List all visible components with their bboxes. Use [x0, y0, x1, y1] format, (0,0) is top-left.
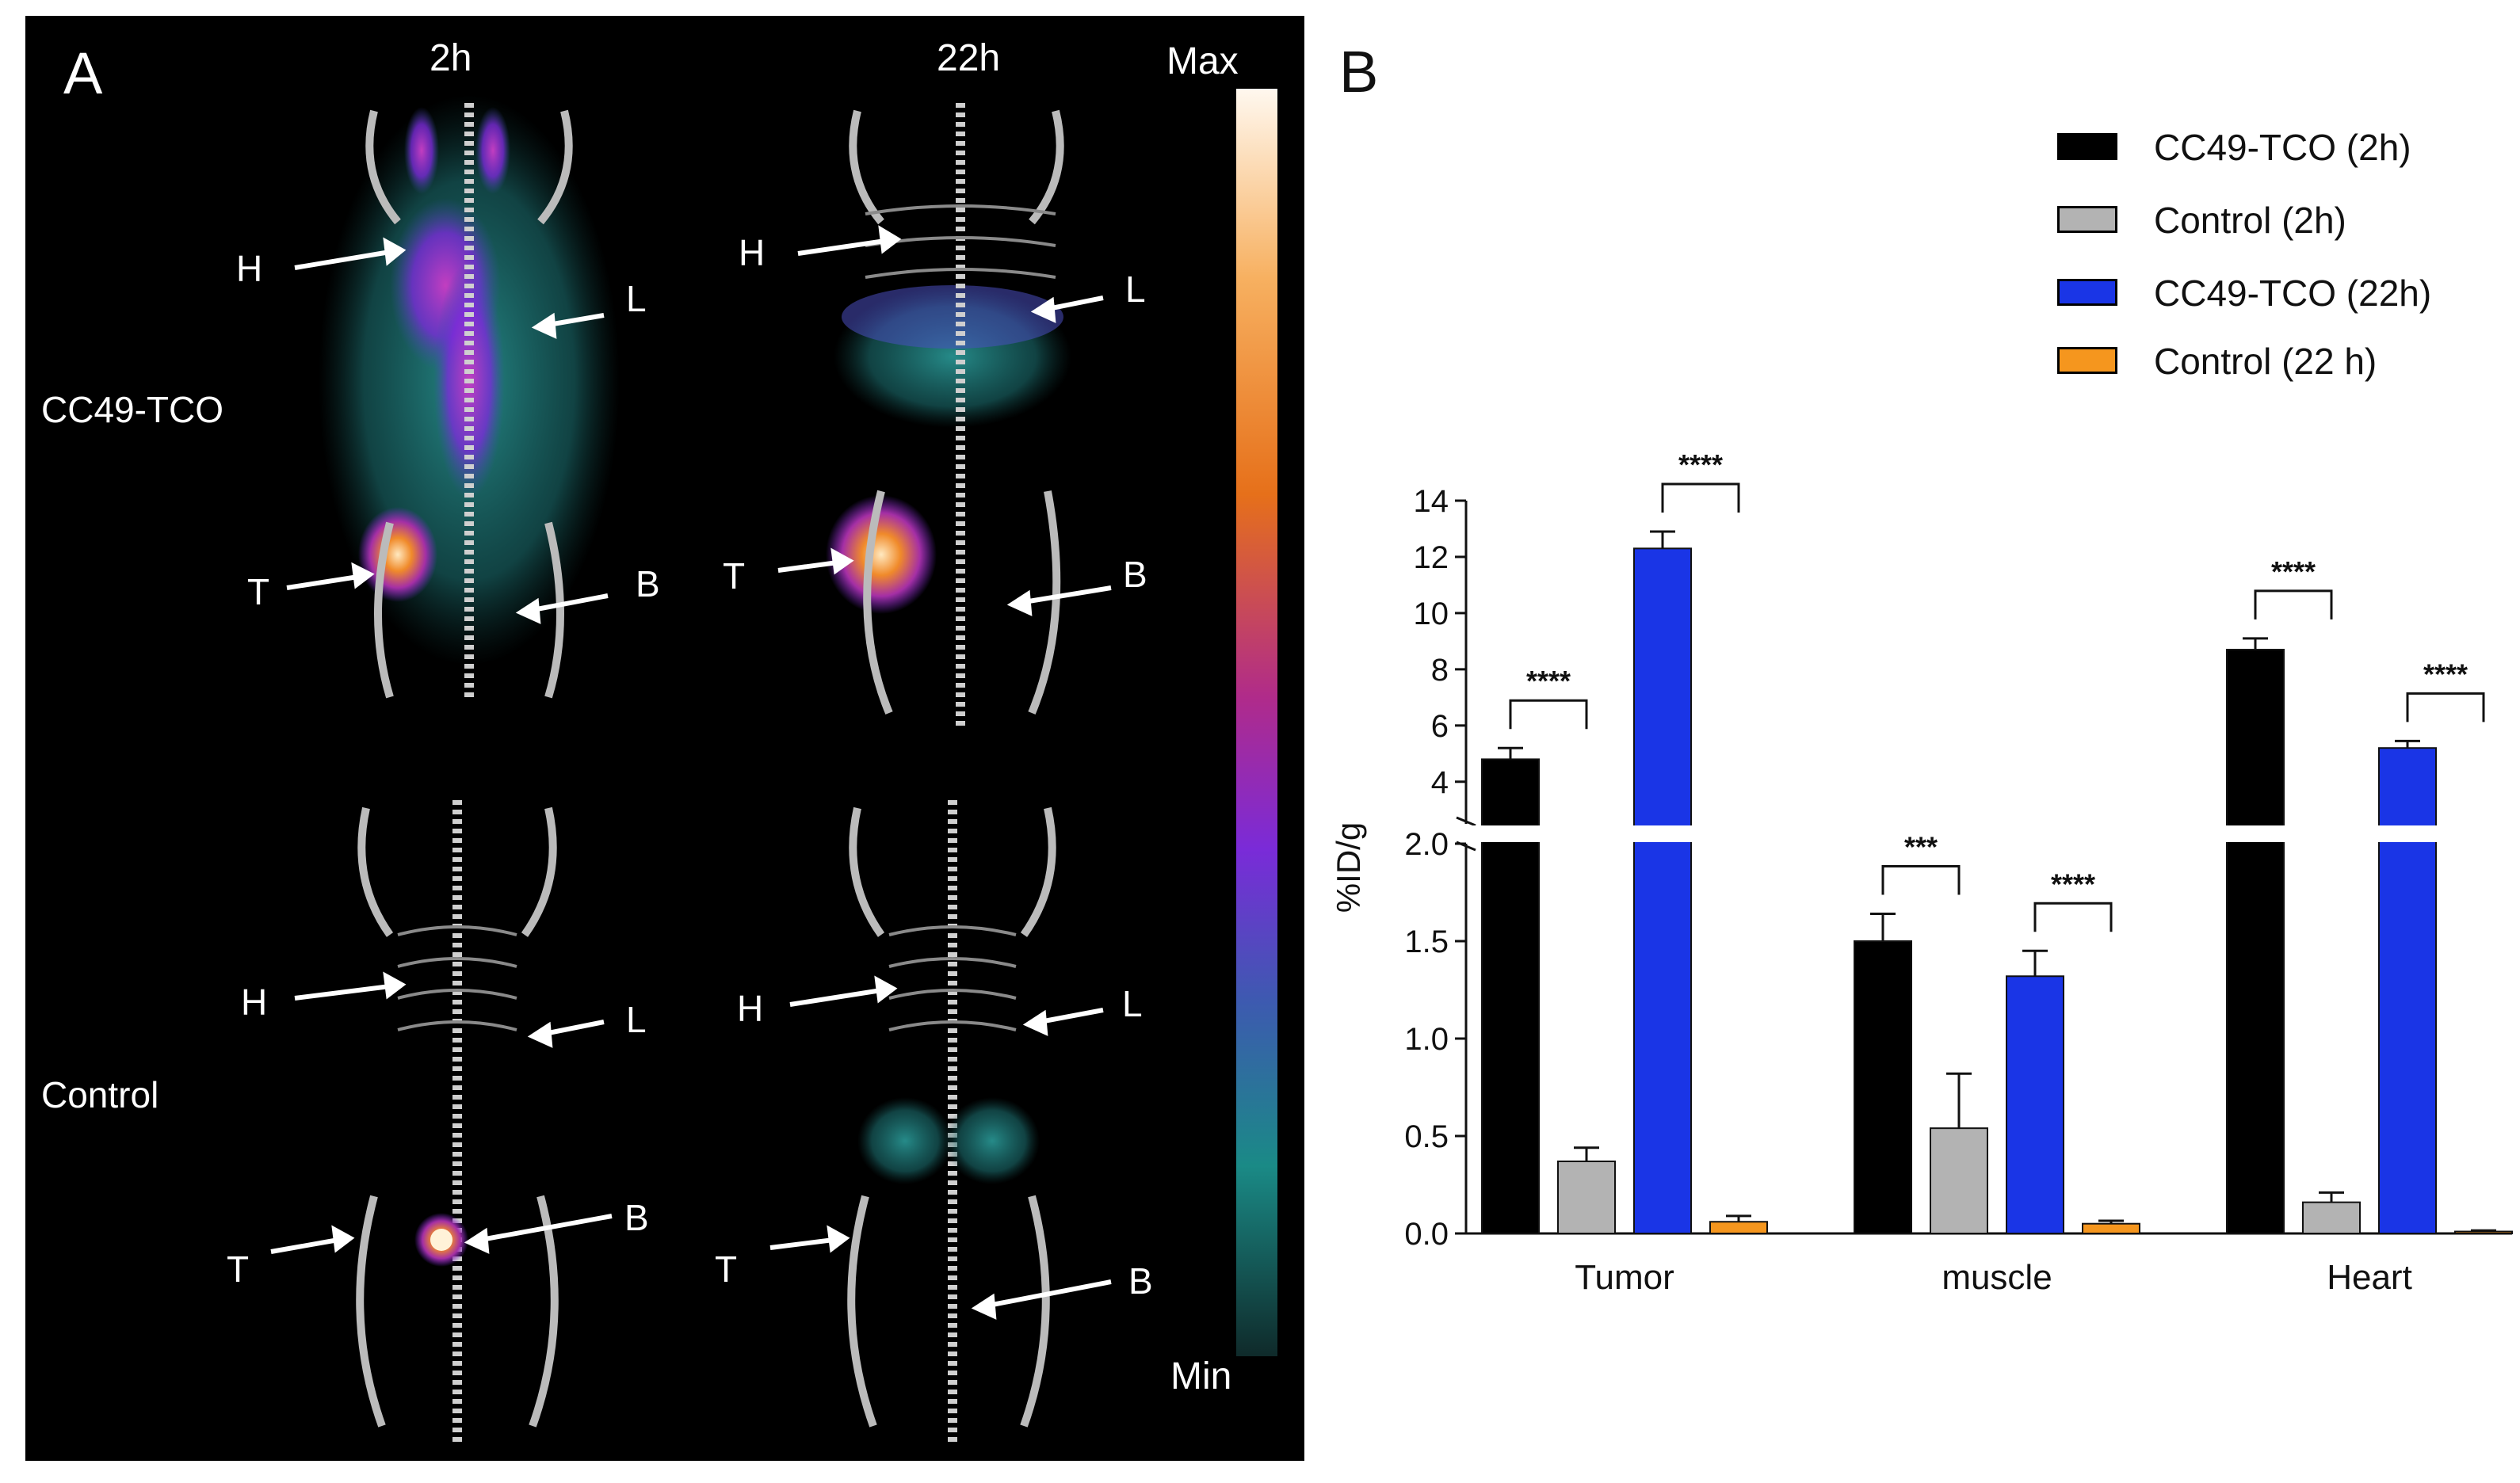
y-axis-label: %ID/g: [1330, 822, 1367, 913]
intensity-scale-bar: [1236, 89, 1277, 1356]
y-tick-label: 14: [1414, 484, 1449, 519]
significance-bracket: [2033, 902, 2113, 932]
arrow-label-h: H: [739, 232, 766, 273]
panel-a-letter: A: [63, 40, 103, 106]
bar: [1557, 1160, 1616, 1234]
column-label-22h: 22h: [937, 37, 1001, 79]
y-tick-label: 6: [1431, 709, 1449, 744]
y-tick-label: 1.5: [1404, 924, 1449, 959]
bar: [2006, 975, 2064, 1235]
imaging-canvas: [270, 89, 1277, 1442]
column-label-2h: 2h: [430, 37, 472, 79]
bar: [2302, 1201, 2361, 1235]
significance-label: ***: [1904, 831, 1938, 863]
arrow-label-h: H: [236, 248, 263, 289]
arrow-label-l: L: [626, 999, 647, 1040]
bar: [2226, 649, 2285, 1234]
significance-label: ****: [2051, 867, 2095, 900]
significance-bracket: [1661, 482, 1740, 513]
scale-max-label: Max: [1166, 40, 1239, 82]
arrow-label-t: T: [715, 1249, 738, 1290]
significance-label: ****: [2271, 555, 2316, 588]
y-tick-label: 2.0: [1404, 827, 1449, 862]
y-tick-label: 8: [1431, 653, 1449, 688]
legend-swatch: [2057, 279, 2117, 306]
bar: [2082, 1222, 2140, 1234]
significance-label: ****: [1526, 665, 1571, 697]
row-label-control: Control: [41, 1074, 159, 1115]
panel-b-letter: B: [1339, 39, 1379, 105]
annotation-arrows: [270, 225, 1112, 1320]
legend-swatch: [2057, 206, 2117, 233]
mouse-control-22h: [847, 800, 1056, 1442]
y-tick-label: 0.0: [1404, 1217, 1449, 1252]
legend-label: Control (22 h): [2154, 341, 2377, 382]
axis-break-gap: [1469, 825, 2515, 842]
panel-b-chart: B CC49-TCO (2h) Control (2h) CC49-TCO (2…: [1315, 0, 2520, 1483]
significance-label: ****: [2423, 658, 2468, 690]
significance-bracket: [1881, 865, 1961, 895]
mouse-control-2h: [356, 800, 559, 1442]
bar: [2378, 747, 2437, 1234]
legend-label: CC49-TCO (22h): [2154, 273, 2432, 314]
arrow-label-l: L: [1125, 269, 1146, 310]
bar-chart-svg: 0.0 0.5 1.0 1.5 2.0 4 6 8 10 12 14 %ID/g Tumor muscle…: [1330, 448, 2515, 1297]
significance-bracket: [2254, 589, 2333, 620]
axis-break-mark: [1456, 816, 1476, 827]
significance-bracket: [1509, 699, 1588, 730]
legend-swatch: [2057, 133, 2117, 160]
arrow-label-t: T: [227, 1249, 250, 1290]
mouse-cc49-2h: [319, 95, 620, 699]
arrow-label-t: T: [723, 555, 746, 597]
significance-label: ****: [1678, 448, 1723, 481]
x-tick-label: Tumor: [1575, 1258, 1674, 1297]
y-tick-label: 10: [1414, 597, 1449, 631]
bar: [1930, 1127, 1988, 1235]
mouse-cc49-22h: [826, 103, 1071, 729]
arrow-label-b: B: [1123, 554, 1147, 595]
scale-min-label: Min: [1170, 1355, 1232, 1397]
row-label-cc49: CC49-TCO: [41, 389, 224, 430]
bar: [1633, 547, 1692, 1234]
y-tick-label: 4: [1431, 765, 1449, 800]
arrow-label-t: T: [247, 571, 270, 612]
bar: [1709, 1221, 1768, 1234]
arrow-label-b: B: [624, 1197, 649, 1238]
arrow-label-l: L: [626, 278, 647, 319]
y-tick-label: 0.5: [1404, 1119, 1449, 1154]
panel-a-imaging: A 2h 22h Max Min CC49-TCO Control H L T …: [25, 16, 1304, 1461]
arrow-label-b: B: [636, 563, 660, 604]
x-tick-label: Heart: [2327, 1258, 2412, 1297]
legend-swatch: [2057, 347, 2117, 374]
x-tick-label: muscle: [1942, 1258, 2052, 1297]
significance-bracket: [2406, 692, 2485, 722]
legend-label: CC49-TCO (2h): [2154, 127, 2411, 168]
legend-label: Control (2h): [2154, 200, 2346, 241]
arrow-label-b: B: [1128, 1260, 1153, 1302]
y-tick-label: 12: [1414, 540, 1449, 575]
arrow-label-h: H: [737, 988, 764, 1029]
arrow-label-l: L: [1122, 983, 1143, 1024]
bar: [2454, 1230, 2513, 1235]
arrow-label-h: H: [241, 982, 268, 1023]
y-tick-label: 1.0: [1404, 1022, 1449, 1057]
bar: [1854, 940, 1912, 1234]
